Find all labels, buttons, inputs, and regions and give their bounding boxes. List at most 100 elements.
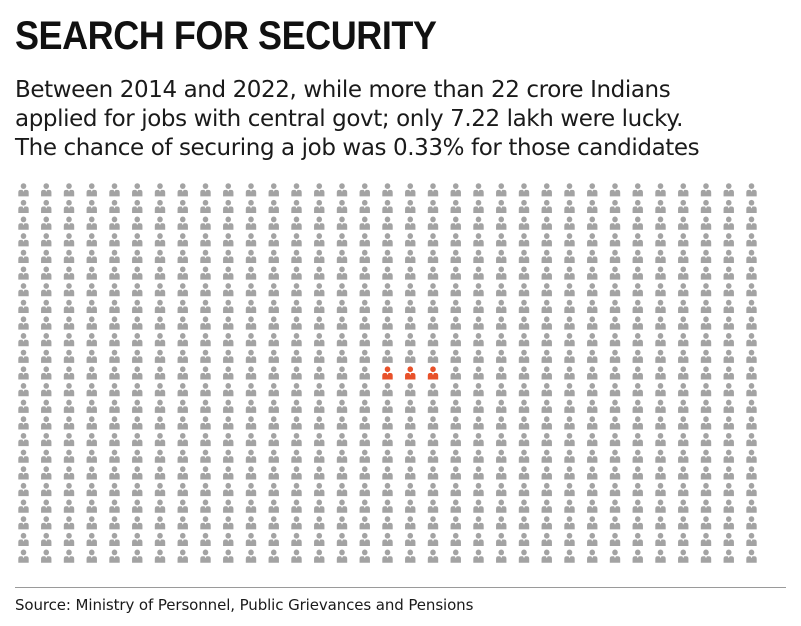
applicant-person-icon — [18, 316, 29, 330]
applicant-person-icon — [132, 299, 143, 313]
applicant-person-icon — [223, 399, 234, 413]
applicant-person-icon — [405, 516, 416, 530]
applicant-person-icon — [723, 516, 734, 530]
applicant-person-icon — [632, 416, 643, 430]
applicant-person-icon — [678, 383, 689, 397]
applicant-person-icon — [18, 466, 29, 480]
subtitle-line: The chance of securing a job was 0.33% f… — [15, 135, 700, 161]
applicant-person-icon — [154, 516, 166, 530]
applicant-person-icon — [336, 183, 348, 197]
applicant-person-icon — [382, 199, 393, 214]
applicant-person-icon — [700, 233, 712, 247]
applicant-person-icon — [132, 532, 143, 547]
applicant-person-icon — [518, 416, 530, 430]
applicant-person-icon — [223, 283, 234, 297]
applicant-person-icon — [700, 299, 712, 313]
applicant-person-icon — [541, 333, 552, 347]
applicant-person-icon — [223, 366, 234, 380]
applicant-person-icon — [746, 383, 757, 397]
applicant-person-icon — [632, 516, 643, 530]
applicant-person-icon — [746, 516, 757, 530]
applicant-person-icon — [587, 466, 598, 480]
applicant-person-icon — [132, 416, 143, 430]
applicant-person-icon — [291, 399, 302, 413]
applicant-person-icon — [450, 249, 461, 263]
applicant-person-icon — [678, 316, 689, 330]
applicant-person-icon — [382, 383, 393, 397]
applicant-person-icon — [723, 432, 734, 447]
applicant-person-icon — [63, 199, 75, 214]
applicant-person-icon — [223, 449, 234, 463]
applicant-person-icon — [427, 449, 439, 463]
applicant-person-icon — [268, 333, 279, 347]
applicant-person-icon — [18, 283, 29, 297]
applicant-person-icon — [223, 499, 234, 513]
applicant-person-icon — [700, 449, 712, 463]
applicant-person-icon — [655, 216, 666, 230]
applicant-person-icon — [382, 549, 393, 563]
applicant-person-icon — [41, 383, 52, 397]
applicant-person-icon — [109, 249, 120, 263]
applicant-person-icon — [405, 283, 416, 297]
applicant-person-icon — [41, 249, 52, 263]
applicant-person-icon — [223, 432, 234, 447]
applicant-person-icon — [587, 416, 598, 430]
applicant-person-icon — [496, 499, 507, 513]
applicant-person-icon — [564, 333, 575, 347]
applicant-person-icon — [473, 183, 484, 197]
applicant-person-icon — [450, 516, 461, 530]
applicant-person-icon — [200, 449, 211, 463]
applicant-person-icon — [41, 333, 52, 347]
applicant-person-icon — [496, 299, 507, 313]
applicant-person-icon — [564, 399, 575, 413]
applicant-person-icon — [245, 549, 257, 563]
applicant-person-icon — [678, 366, 689, 380]
applicant-person-icon — [132, 316, 143, 330]
applicant-person-icon — [473, 283, 484, 297]
applicant-person-icon — [382, 183, 393, 197]
applicant-person-icon — [63, 399, 75, 413]
applicant-person-icon — [336, 399, 348, 413]
applicant-person-icon — [700, 416, 712, 430]
applicant-person-icon — [18, 299, 29, 313]
applicant-person-icon — [632, 199, 643, 214]
applicant-person-icon — [564, 482, 575, 497]
applicant-person-icon — [496, 199, 507, 214]
applicant-person-icon — [700, 349, 712, 363]
selected-person-icon — [405, 366, 416, 380]
applicant-person-icon — [450, 532, 461, 547]
applicant-person-icon — [450, 549, 461, 563]
applicant-person-icon — [177, 299, 188, 313]
applicant-person-icon — [336, 532, 348, 547]
applicant-person-icon — [609, 383, 621, 397]
applicant-person-icon — [382, 333, 393, 347]
applicant-person-icon — [291, 333, 302, 347]
applicant-person-icon — [200, 283, 211, 297]
applicant-person-icon — [109, 449, 120, 463]
applicant-person-icon — [109, 316, 120, 330]
applicant-person-icon — [427, 249, 439, 263]
applicant-person-icon — [405, 249, 416, 263]
applicant-person-icon — [746, 349, 757, 363]
applicant-person-icon — [655, 299, 666, 313]
applicant-person-icon — [678, 532, 689, 547]
applicant-person-icon — [518, 466, 530, 480]
applicant-person-icon — [473, 499, 484, 513]
applicant-person-icon — [63, 449, 75, 463]
applicant-person-icon — [223, 383, 234, 397]
applicant-person-icon — [154, 316, 166, 330]
applicant-person-icon — [314, 449, 325, 463]
applicant-person-icon — [473, 383, 484, 397]
applicant-person-icon — [496, 366, 507, 380]
applicant-person-icon — [245, 432, 257, 447]
applicant-person-icon — [154, 399, 166, 413]
applicant-person-icon — [632, 499, 643, 513]
applicant-person-icon — [177, 499, 188, 513]
applicant-person-icon — [723, 383, 734, 397]
applicant-person-icon — [245, 233, 257, 247]
applicant-person-icon — [746, 399, 757, 413]
applicant-person-icon — [518, 333, 530, 347]
applicant-person-icon — [245, 499, 257, 513]
applicant-person-icon — [427, 532, 439, 547]
applicant-person-icon — [359, 466, 370, 480]
